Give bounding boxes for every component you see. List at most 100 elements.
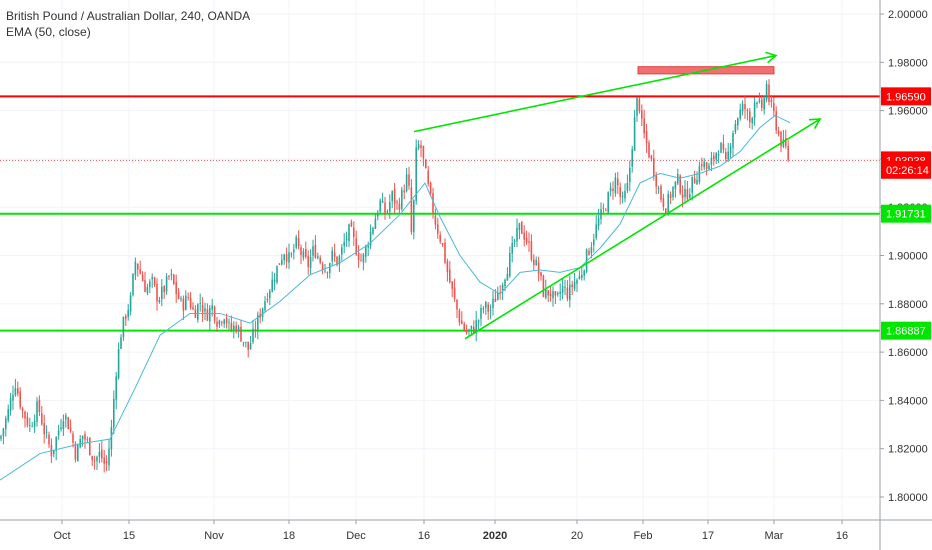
candle-body: [765, 84, 768, 100]
candle-body: [117, 349, 120, 379]
candle-body: [485, 302, 487, 308]
candle-body: [684, 188, 686, 197]
candle-body: [720, 142, 722, 153]
candle-body: [566, 287, 569, 299]
candle-body: [751, 118, 753, 123]
candle-body: [5, 418, 7, 430]
candle-body: [362, 254, 365, 263]
candle-body: [189, 297, 192, 308]
candle-body: [19, 391, 21, 408]
x-tick-label: Dec: [346, 530, 366, 542]
candle-body: [727, 151, 729, 160]
candle-body: [633, 116, 636, 151]
candle-body: [369, 231, 372, 246]
candle-body: [741, 103, 744, 112]
candle-body: [74, 443, 77, 460]
candle-body: [357, 252, 360, 261]
candle-body: [348, 224, 350, 242]
candle-body: [266, 298, 269, 301]
price-tag: [881, 321, 931, 340]
candle-body: [494, 298, 497, 302]
candle-body: [422, 145, 425, 159]
candle-body: [540, 272, 542, 277]
candle-body: [26, 416, 29, 426]
candle-body: [614, 177, 617, 194]
candle-body: [554, 291, 557, 296]
candle-body: [665, 208, 667, 214]
candle-body: [758, 100, 761, 102]
candle-body: [65, 415, 67, 420]
candle-body: [609, 187, 612, 192]
candle-body: [641, 110, 643, 119]
candle-body: [257, 315, 259, 332]
candle-body: [341, 247, 343, 255]
candle-body: [465, 329, 468, 333]
candle-body: [722, 143, 725, 150]
candle-body: [285, 254, 288, 262]
candle-body: [756, 102, 758, 105]
candle-body: [701, 164, 703, 167]
candle-body: [410, 187, 413, 232]
candle-body: [288, 252, 290, 263]
candle-body: [449, 269, 451, 283]
indicator-label: EMA (50, close): [6, 25, 91, 39]
candle-body: [12, 394, 14, 401]
candle-body: [602, 207, 605, 209]
candle-body: [461, 320, 463, 325]
candle-body: [667, 194, 669, 214]
candle-body: [290, 253, 293, 255]
candle-body: [542, 275, 545, 297]
candle-body: [223, 319, 225, 324]
candle-body: [782, 139, 785, 147]
candle-body: [732, 132, 734, 148]
chart-legend: British Pound / Australian Dollar, 240, …: [6, 8, 250, 40]
candle-body: [391, 191, 393, 202]
candle-body: [9, 398, 12, 411]
candle-body: [144, 280, 146, 292]
candle-body: [319, 257, 321, 263]
candle-body: [230, 323, 233, 330]
candle-body: [489, 309, 492, 311]
candle-body: [396, 201, 398, 203]
candle-body: [324, 270, 326, 272]
candle-body: [446, 261, 449, 273]
candle-body: [475, 320, 477, 333]
candle-body: [713, 155, 715, 160]
candle-body: [302, 251, 305, 258]
candle-body: [453, 287, 456, 299]
x-tick-label: 16: [418, 530, 430, 542]
candle-body: [31, 426, 33, 428]
candle-body: [21, 408, 24, 411]
x-tick-label: 16: [836, 530, 848, 542]
candle-body: [588, 250, 590, 255]
trend-lines: [413, 51, 822, 340]
candle-body: [679, 175, 681, 194]
candle-body: [785, 138, 787, 147]
candle-body: [787, 146, 789, 160]
candle-body: [636, 97, 638, 116]
candle-body: [14, 388, 17, 396]
candle-body: [401, 189, 403, 210]
candle-body: [381, 200, 384, 203]
candle-body: [271, 279, 273, 292]
y-tick-label: 1.84000: [888, 395, 928, 407]
grid: [0, 0, 880, 520]
candle-body: [545, 288, 547, 298]
candle-body: [113, 399, 115, 428]
candle-body: [86, 439, 89, 440]
candle-body: [549, 293, 552, 297]
candle-body: [379, 200, 381, 212]
candle-body: [523, 232, 525, 240]
candle-body: [60, 427, 62, 430]
candle-body: [249, 343, 252, 349]
candle-body: [245, 341, 247, 343]
candle-body: [367, 245, 369, 248]
candle-body: [273, 280, 276, 282]
candle-body: [427, 170, 429, 184]
candle-body: [84, 434, 86, 440]
candle-body: [343, 241, 345, 247]
candle-body: [197, 304, 199, 320]
